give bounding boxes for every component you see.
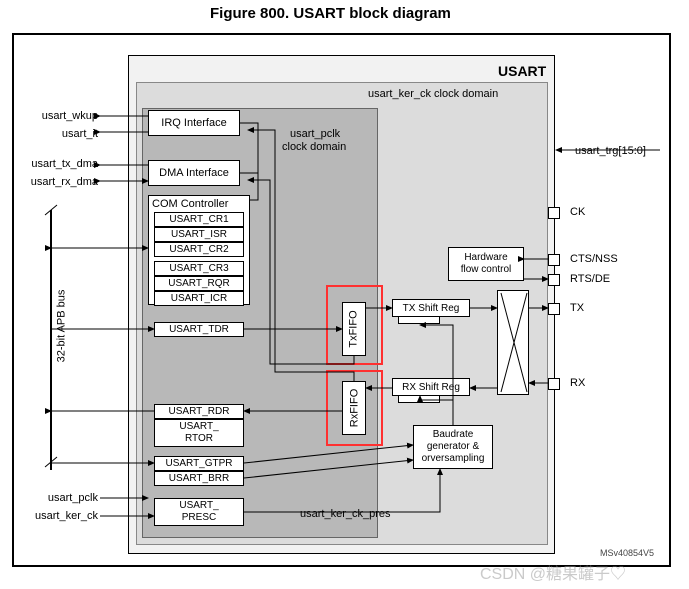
- pin-rx: [548, 378, 560, 390]
- lbl-rx: RX: [570, 377, 585, 389]
- sig-it: usart_it: [20, 128, 98, 140]
- baud-l3: orversampling: [422, 453, 485, 465]
- reg-cr2: USART_CR2: [154, 242, 244, 257]
- redbox-rxfifo: [326, 370, 383, 446]
- lbl-cts: CTS/NSS: [570, 253, 618, 265]
- reg-rdr: USART_RDR: [154, 404, 244, 419]
- rx-shift-reg: RX Shift Reg: [392, 378, 470, 396]
- irq-interface: IRQ Interface: [148, 110, 240, 136]
- reg-rtor-l1: USART_: [179, 421, 218, 432]
- redbox-txfifo: [326, 285, 383, 365]
- hwflow-l2: flow control: [461, 264, 512, 276]
- pin-cts: [548, 254, 560, 266]
- baud-gen: Baudrate generator & orversampling: [413, 425, 493, 469]
- domain-ker-ck-label: usart_ker_ck clock domain: [368, 88, 498, 100]
- reg-presc-l1: USART_: [179, 500, 218, 511]
- reg-rqr: USART_RQR: [154, 276, 244, 291]
- domain-pclk-label-1: usart_pclk: [290, 128, 340, 140]
- mux-crossbar: [497, 290, 529, 395]
- reg-rtor-l2: RTOR: [185, 433, 213, 444]
- domain-pclk-label-2: clock domain: [282, 141, 346, 153]
- sig-txdma: usart_tx_dma: [15, 158, 98, 170]
- baud-l1: Baudrate: [433, 429, 474, 441]
- figure-title: Figure 800. USART block diagram: [210, 5, 451, 22]
- lbl-kerckpres: usart_ker_ck_pres: [300, 508, 391, 520]
- sig-kerck: usart_ker_ck: [15, 510, 98, 522]
- hw-flow-control: Hardware flow control: [448, 247, 524, 281]
- reg-tdr: USART_TDR: [154, 322, 244, 337]
- lbl-ck: CK: [570, 206, 585, 218]
- reg-presc-l2: PRESC: [182, 512, 216, 523]
- hwflow-l1: Hardware: [464, 252, 507, 264]
- reg-gtpr: USART_GTPR: [154, 456, 244, 471]
- sig-pclk: usart_pclk: [20, 492, 98, 504]
- pin-tx: [548, 303, 560, 315]
- figure-container: Figure 800. USART block diagram USART us…: [0, 0, 689, 589]
- tx-shift-reg-ext: [398, 317, 440, 324]
- reg-brr: USART_BRR: [154, 471, 244, 486]
- apb-bus-label: 32-bit APB bus: [55, 290, 67, 363]
- lbl-rts: RTS/DE: [570, 273, 610, 285]
- com-controller-label: COM Controller: [152, 198, 228, 210]
- lbl-msid: MSv40854V5: [600, 548, 654, 558]
- usart-label: USART: [498, 63, 546, 79]
- pin-ck: [548, 207, 560, 219]
- reg-icr: USART_ICR: [154, 291, 244, 306]
- reg-presc: USART_ PRESC: [154, 498, 244, 526]
- dma-interface: DMA Interface: [148, 160, 240, 186]
- lbl-trg: usart_trg[15:0]: [575, 145, 646, 157]
- baud-l2: generator &: [427, 441, 479, 453]
- sig-wkup: usart_wkup: [20, 110, 98, 122]
- rx-shift-reg-ext: [398, 396, 440, 403]
- sig-rxdma: usart_rx_dma: [15, 176, 98, 188]
- tx-shift-reg: TX Shift Reg: [392, 299, 470, 317]
- reg-cr1: USART_CR1: [154, 212, 244, 227]
- reg-rtor: USART_ RTOR: [154, 419, 244, 447]
- pin-rts: [548, 274, 560, 286]
- lbl-tx: TX: [570, 302, 584, 314]
- reg-cr3: USART_CR3: [154, 261, 244, 276]
- watermark: CSDN @糖果罐子♡: [480, 560, 626, 584]
- crossbar-x-svg: [498, 290, 528, 395]
- reg-isr: USART_ISR: [154, 227, 244, 242]
